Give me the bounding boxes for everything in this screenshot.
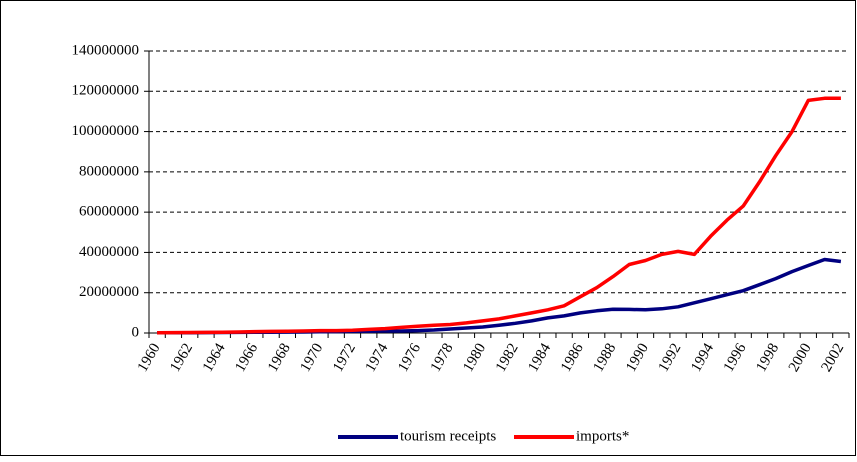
legend-label: imports*	[576, 428, 629, 444]
y-tick-label: 60000000	[79, 204, 139, 220]
y-tick-label: 0	[132, 324, 140, 340]
y-tick-label: 140000000	[72, 42, 140, 58]
y-tick-label: 100000000	[72, 123, 140, 139]
legend-label: tourism receipts	[400, 428, 496, 444]
y-tick-label: 20000000	[79, 284, 139, 300]
y-tick-label: 80000000	[79, 163, 139, 179]
series-line	[157, 96, 841, 335]
y-tick-label: 40000000	[79, 244, 139, 260]
y-tick-label: 120000000	[72, 83, 140, 99]
